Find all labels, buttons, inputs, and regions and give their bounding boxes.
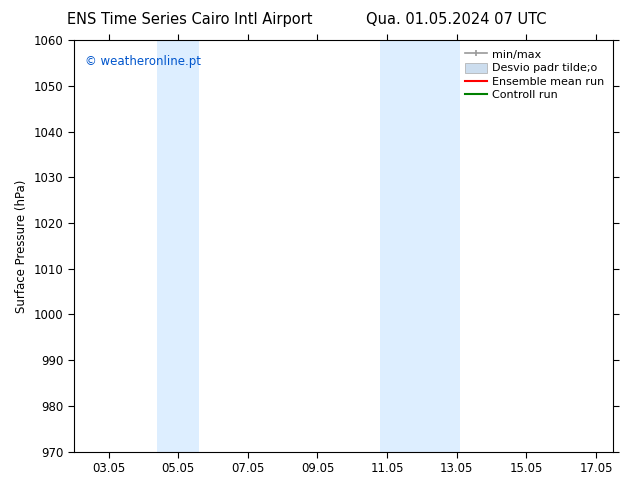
Bar [380,40,460,452]
Text: ENS Time Series Cairo Intl Airport: ENS Time Series Cairo Intl Airport [67,12,313,27]
Text: Qua. 01.05.2024 07 UTC: Qua. 01.05.2024 07 UTC [366,12,547,27]
Y-axis label: Surface Pressure (hPa): Surface Pressure (hPa) [15,179,28,313]
Bar [157,40,199,452]
Legend: min/max, Desvio padr tilde;o, Ensemble mean run, Controll run: min/max, Desvio padr tilde;o, Ensemble m… [461,46,608,104]
Text: © weatheronline.pt: © weatheronline.pt [84,54,200,68]
